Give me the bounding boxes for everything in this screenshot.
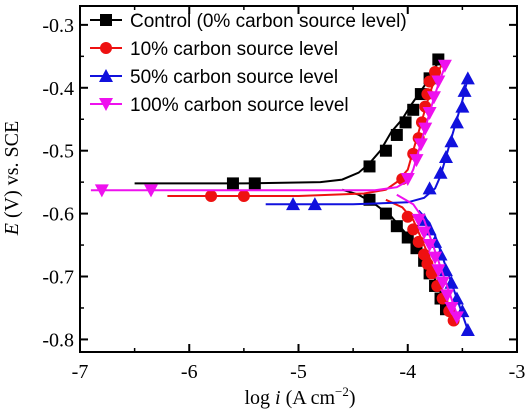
data-point xyxy=(418,122,433,136)
data-point xyxy=(444,301,459,315)
data-point xyxy=(449,311,464,325)
y-tick-label: -0.5 xyxy=(42,141,74,163)
data-point xyxy=(379,144,392,157)
legend-entry: 10% carbon source level xyxy=(90,39,338,60)
legend-marker xyxy=(99,98,113,111)
axes: -7 -6 -5 -4 -3 -0.8 -0.7 -0.6 -0.5 -0.4 -0.3 xyxy=(42,5,526,383)
data-point xyxy=(437,59,452,73)
data-point xyxy=(440,289,455,303)
data-point xyxy=(460,71,475,85)
data-point xyxy=(428,251,443,265)
data-point xyxy=(455,99,470,113)
data-point xyxy=(423,75,436,88)
data-point xyxy=(399,116,412,129)
data-point xyxy=(431,264,446,278)
data-point xyxy=(205,189,218,202)
legend-entry: 50% carbon source level xyxy=(90,67,338,88)
data-point xyxy=(418,248,431,261)
data-point xyxy=(426,91,441,105)
legend-label: 100% carbon source level xyxy=(130,95,349,116)
data-point xyxy=(379,207,392,220)
data-point xyxy=(431,75,446,89)
legend-marker xyxy=(100,42,112,54)
y-tick-label: -0.6 xyxy=(42,204,74,226)
legend-label: 50% carbon source level xyxy=(130,67,338,88)
legend-marker xyxy=(100,14,112,26)
x-tick-label: -4 xyxy=(399,361,416,383)
data-point xyxy=(411,213,426,227)
data-point xyxy=(435,276,450,290)
data-point xyxy=(417,226,432,240)
y-tick-label: -0.4 xyxy=(42,78,74,100)
data-point xyxy=(390,128,403,141)
data-point xyxy=(307,197,322,211)
data-point xyxy=(422,181,437,195)
data-point xyxy=(457,83,472,97)
y-tick-label: -0.8 xyxy=(42,329,74,351)
data-point xyxy=(421,257,434,270)
series-group xyxy=(90,53,475,336)
data-point xyxy=(94,184,109,198)
series-4 xyxy=(90,59,464,325)
x-tick-label: -7 xyxy=(72,361,89,383)
data-point xyxy=(429,66,442,79)
legend-label: 10% carbon source level xyxy=(130,39,338,60)
legend-entry: 100% carbon source level xyxy=(90,95,349,116)
data-point xyxy=(438,149,453,163)
data-point xyxy=(226,177,239,190)
data-point xyxy=(460,322,475,336)
data-point xyxy=(390,220,403,233)
series-1 xyxy=(134,53,453,318)
x-tick-label: -6 xyxy=(181,361,198,383)
data-point xyxy=(248,177,261,190)
data-point xyxy=(407,223,420,236)
data-point xyxy=(400,173,415,186)
y-tick-label: -0.3 xyxy=(42,15,74,37)
y-axis-title: E (V) vs. SCE xyxy=(1,121,23,236)
legend-label: Control (0% carbon source level) xyxy=(130,11,407,32)
data-point xyxy=(422,106,437,120)
data-point xyxy=(422,239,437,253)
data-point xyxy=(144,184,159,198)
legend-entry: Control (0% carbon source level) xyxy=(90,11,407,32)
data-point xyxy=(407,103,420,116)
x-tick-label: -3 xyxy=(509,361,526,383)
x-tick-label: -5 xyxy=(290,361,307,383)
legend: Control (0% carbon source level) 10% carb… xyxy=(90,11,407,116)
data-point xyxy=(444,134,459,148)
plot-area xyxy=(90,53,475,336)
data-point xyxy=(401,210,414,223)
data-point xyxy=(412,235,425,248)
legend-marker xyxy=(99,69,113,82)
x-axis-title: log i (A cm−2) xyxy=(244,384,355,409)
data-point xyxy=(286,197,301,211)
data-point xyxy=(449,115,464,129)
data-point xyxy=(237,189,250,202)
data-point xyxy=(363,160,376,173)
y-tick-label: -0.7 xyxy=(42,267,74,289)
data-point xyxy=(409,154,424,168)
data-point xyxy=(433,165,448,179)
data-point xyxy=(413,138,428,152)
